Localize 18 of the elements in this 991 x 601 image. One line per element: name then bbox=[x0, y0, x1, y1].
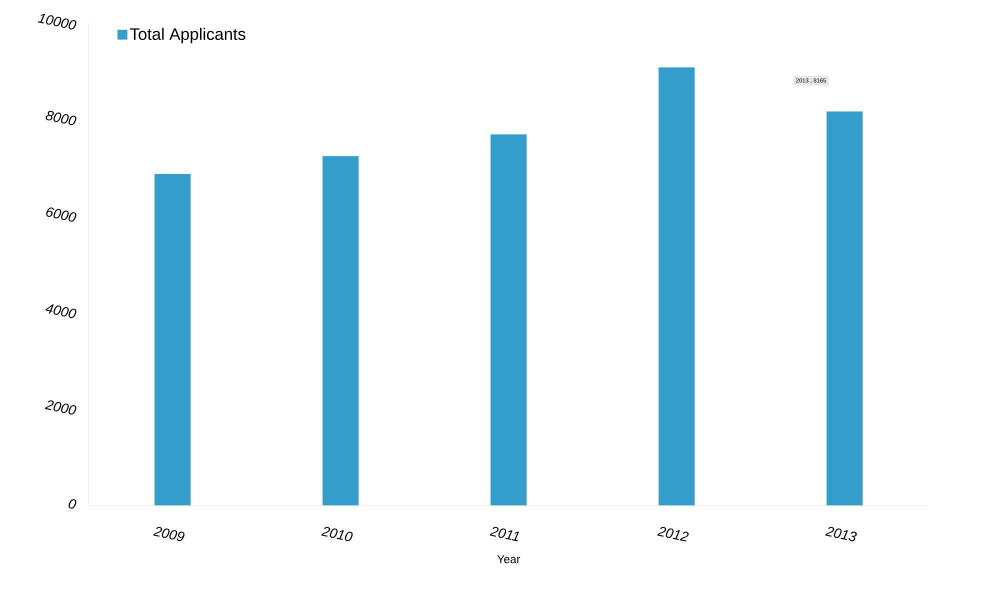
x-axis-title: Year bbox=[497, 555, 520, 564]
bar bbox=[154, 174, 191, 506]
bar bbox=[826, 112, 863, 506]
bar bbox=[322, 156, 359, 506]
legend-label: Total Applicants bbox=[130, 28, 246, 44]
y-tick-label: 10000 bbox=[38, 14, 76, 30]
x-tick-label: 2012 bbox=[657, 527, 689, 542]
y-tick-label: 6000 bbox=[46, 208, 76, 222]
y-tick-label: 2000 bbox=[44, 400, 76, 415]
x-tick-label: 2010 bbox=[321, 527, 353, 542]
x-tick-label: 2011 bbox=[490, 527, 520, 542]
x-tick-label: 2009 bbox=[153, 527, 184, 542]
x-tick-label: 2013 bbox=[825, 527, 857, 542]
bar bbox=[658, 68, 695, 506]
bar bbox=[490, 134, 527, 506]
y-tick-label: 4000 bbox=[45, 304, 76, 318]
y-tick-label: 8000 bbox=[46, 111, 76, 126]
y-tick-label: 0 bbox=[68, 500, 76, 509]
